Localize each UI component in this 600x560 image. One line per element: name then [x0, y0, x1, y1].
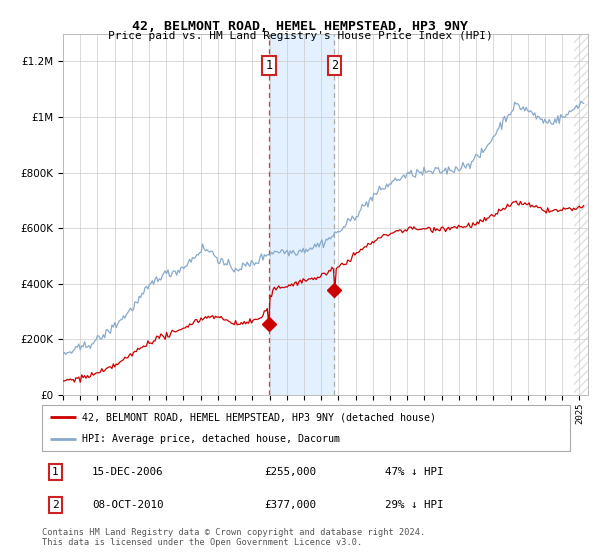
Text: 08-OCT-2010: 08-OCT-2010	[92, 500, 164, 510]
Text: 2: 2	[331, 59, 338, 72]
Text: 42, BELMONT ROAD, HEMEL HEMPSTEAD, HP3 9NY: 42, BELMONT ROAD, HEMEL HEMPSTEAD, HP3 9…	[132, 20, 468, 32]
Text: 29% ↓ HPI: 29% ↓ HPI	[385, 500, 444, 510]
Bar	[574, 34, 589, 395]
Text: 1: 1	[52, 467, 59, 477]
Text: Price paid vs. HM Land Registry's House Price Index (HPI): Price paid vs. HM Land Registry's House …	[107, 31, 493, 41]
Text: 2: 2	[52, 500, 59, 510]
Text: 15-DEC-2006: 15-DEC-2006	[92, 467, 164, 477]
Bar	[269, 34, 334, 395]
Text: £377,000: £377,000	[264, 500, 316, 510]
Text: Contains HM Land Registry data © Crown copyright and database right 2024.
This d: Contains HM Land Registry data © Crown c…	[42, 528, 425, 547]
Text: 42, BELMONT ROAD, HEMEL HEMPSTEAD, HP3 9NY (detached house): 42, BELMONT ROAD, HEMEL HEMPSTEAD, HP3 9…	[82, 412, 436, 422]
FancyBboxPatch shape	[42, 405, 570, 451]
Text: 1: 1	[265, 59, 272, 72]
Text: HPI: Average price, detached house, Dacorum: HPI: Average price, detached house, Daco…	[82, 435, 340, 444]
Text: £255,000: £255,000	[264, 467, 316, 477]
Text: 47% ↓ HPI: 47% ↓ HPI	[385, 467, 444, 477]
